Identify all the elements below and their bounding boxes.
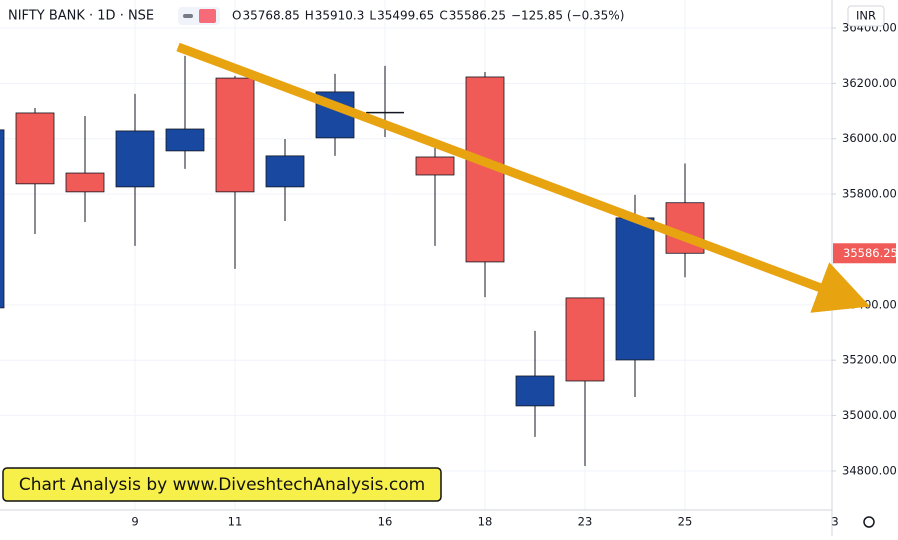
change: −125.85 (−0.35%) [511, 9, 624, 23]
x-tick-label: 23 [578, 515, 593, 529]
candle-body [115, 130, 155, 188]
ohlc-value: 35499.65 [377, 9, 434, 23]
ohlc-value: 35910.3 [315, 9, 365, 23]
last-price: 35586.25 [843, 246, 898, 260]
candle-body [15, 112, 55, 185]
annotation-box [2, 467, 442, 502]
currency-button[interactable] [847, 5, 885, 27]
y-tick-label: 35200.00 [842, 353, 897, 367]
y-tick-label: 35400.00 [842, 297, 897, 311]
y-tick-label: 36200.00 [842, 76, 897, 90]
y-tick-label: 35000.00 [842, 408, 897, 422]
x-tick-label: 11 [228, 515, 243, 529]
currency: INR [856, 9, 876, 23]
x-tick-label: 3 [831, 515, 838, 529]
candle-body [165, 128, 205, 152]
ohlc-value: 35768.85 [242, 9, 299, 23]
candle-body [366, 111, 404, 114]
x-tick-label: 18 [478, 515, 493, 529]
ohlc-letter: L [369, 9, 376, 23]
candle-body [415, 156, 455, 176]
settings-icon[interactable] [863, 516, 875, 528]
candle-body [615, 217, 655, 361]
annotation: Chart Analysis by www.DiveshtechAnalysis… [19, 475, 425, 495]
ohlc-letter: H [305, 9, 314, 23]
badge-icon [183, 14, 193, 18]
candle-body [215, 77, 255, 193]
y-tick-label: 36000.00 [842, 131, 897, 145]
x-tick-label: 25 [678, 515, 693, 529]
y-tick-label: 34800.00 [842, 463, 897, 477]
settings-gear[interactable] [863, 516, 875, 528]
ohlc-letter: O [232, 9, 241, 23]
candle-body [0, 129, 5, 309]
candle-body [565, 297, 605, 382]
trend-arrow [176, 42, 871, 313]
badge-icon [199, 9, 216, 23]
ohlc-letter: C [439, 9, 447, 23]
ohlc-value: 35586.25 [449, 9, 506, 23]
candle-body [265, 155, 305, 188]
x-tick-label: 9 [131, 515, 138, 529]
candle-body [65, 172, 105, 193]
candle-body [515, 375, 555, 407]
last-price-tag [833, 243, 896, 264]
x-tick-label: 16 [378, 515, 393, 529]
chart-title: NIFTY BANK · 1D · NSE [8, 9, 154, 24]
y-tick-label: 35800.00 [842, 187, 897, 201]
